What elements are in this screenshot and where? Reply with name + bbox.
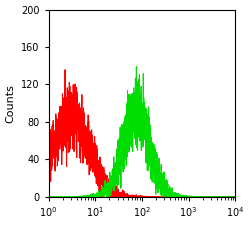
Y-axis label: Counts: Counts: [6, 84, 16, 123]
